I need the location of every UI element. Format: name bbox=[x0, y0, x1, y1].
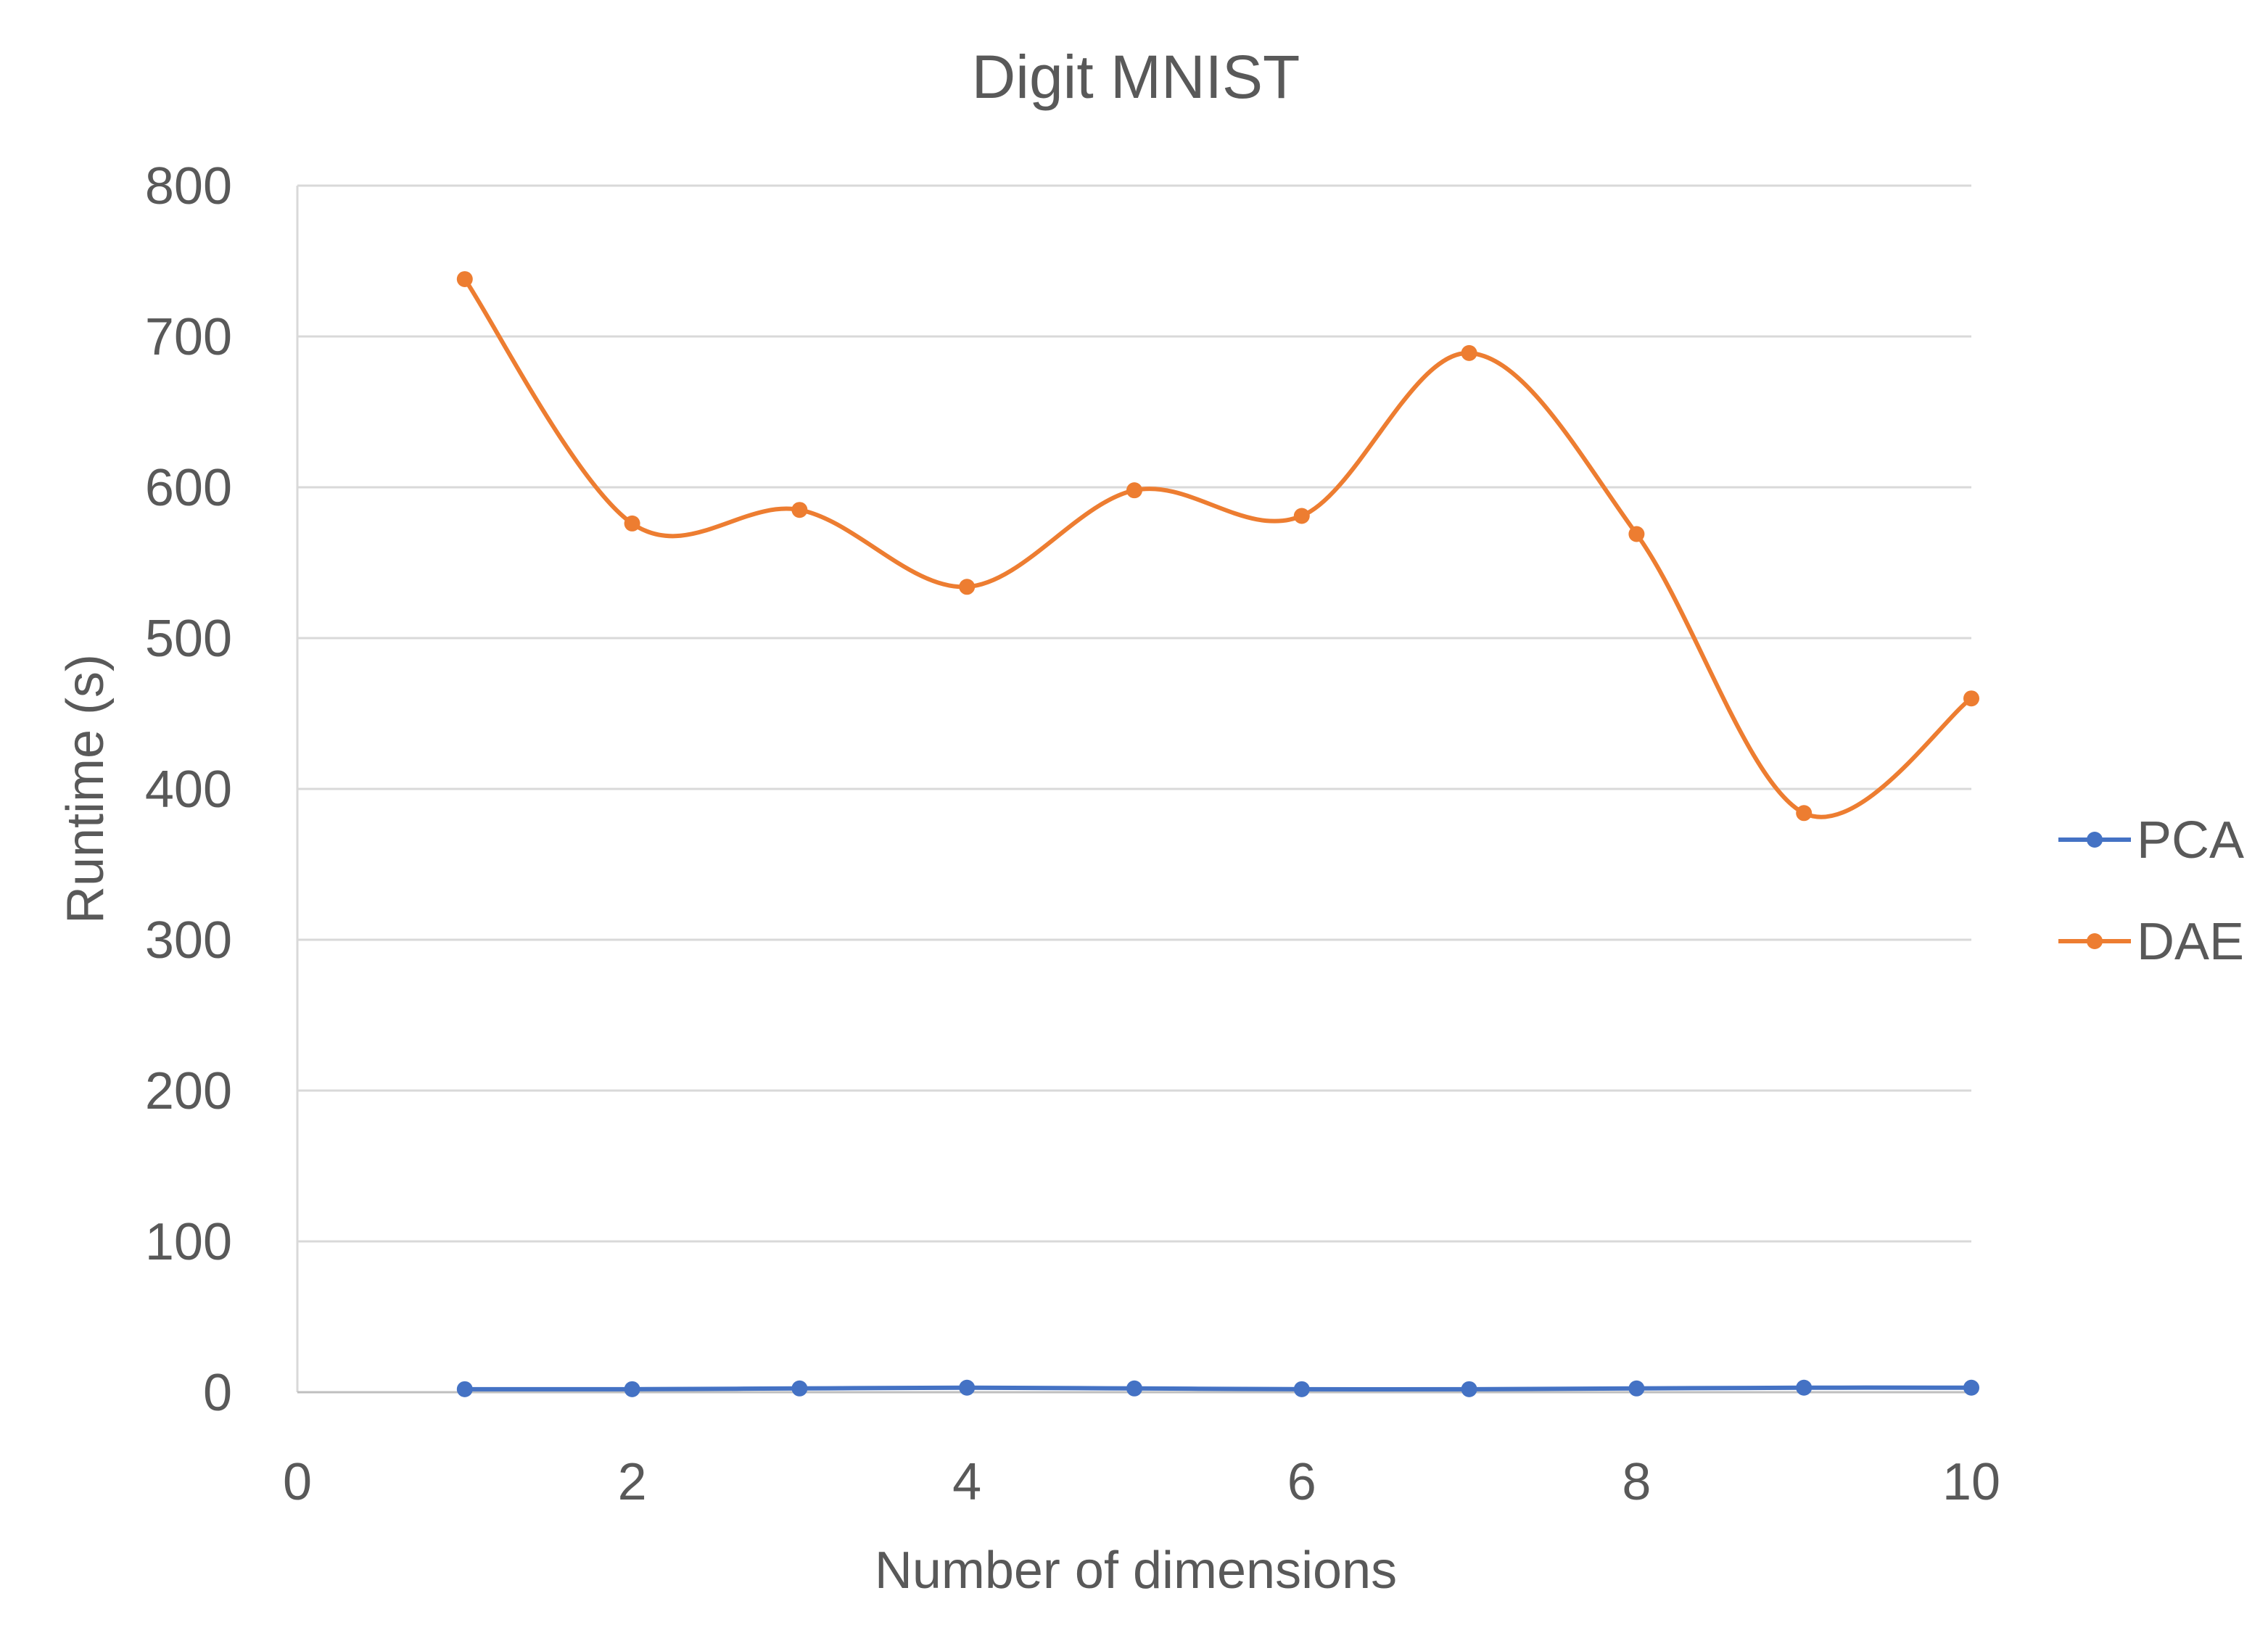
series-lines bbox=[456, 270, 1979, 1397]
chart-title: Digit MNIST bbox=[972, 43, 1300, 111]
legend: PCA DAE bbox=[2058, 811, 2244, 971]
y-tick-label: 300 bbox=[145, 911, 232, 969]
y-axis-title: Runtime (s) bbox=[57, 654, 115, 924]
x-tick-label: 2 bbox=[618, 1453, 647, 1511]
x-tick-labels: 0 2 4 6 8 10 bbox=[283, 1453, 2000, 1511]
data-point-pca bbox=[1126, 1380, 1142, 1397]
x-axis-title: Number of dimensions bbox=[875, 1542, 1397, 1600]
data-point-pca bbox=[1963, 1379, 1979, 1396]
data-point-dae bbox=[1963, 690, 1979, 707]
series-pca bbox=[456, 1379, 1979, 1397]
y-tick-label: 700 bbox=[145, 308, 232, 366]
data-point-dae bbox=[1126, 482, 1142, 499]
data-point-dae bbox=[1293, 508, 1310, 524]
data-point-pca bbox=[1293, 1381, 1310, 1397]
y-tick-label: 800 bbox=[145, 157, 232, 215]
x-tick-label: 8 bbox=[1622, 1453, 1651, 1511]
data-point-dae bbox=[1461, 344, 1477, 361]
data-point-dae bbox=[456, 270, 473, 287]
y-tick-label: 400 bbox=[145, 761, 232, 819]
series-dae bbox=[456, 270, 1979, 822]
data-point-dae bbox=[1628, 526, 1645, 542]
y-tick-label: 600 bbox=[145, 459, 232, 517]
data-point-pca bbox=[1628, 1380, 1645, 1397]
legend-item-dae: DAE bbox=[2058, 913, 2244, 971]
data-point-pca bbox=[959, 1379, 976, 1396]
legend-item-pca: PCA bbox=[2058, 811, 2244, 869]
legend-label-dae: DAE bbox=[2137, 913, 2244, 971]
data-point-dae bbox=[959, 579, 976, 595]
data-point-pca bbox=[624, 1381, 640, 1397]
data-point-pca bbox=[791, 1380, 808, 1397]
y-tick-label: 200 bbox=[145, 1062, 232, 1120]
x-tick-label: 4 bbox=[952, 1453, 981, 1511]
data-point-dae bbox=[791, 502, 808, 518]
data-point-pca bbox=[1461, 1381, 1477, 1397]
x-tick-label: 10 bbox=[1942, 1453, 2000, 1511]
series-line-pca bbox=[462, 1385, 1974, 1391]
data-point-pca bbox=[456, 1381, 473, 1397]
data-point-dae bbox=[624, 515, 640, 532]
y-tick-label: 100 bbox=[145, 1213, 232, 1271]
legend-label-pca: PCA bbox=[2137, 811, 2244, 869]
legend-marker-pca bbox=[2087, 832, 2103, 848]
data-point-dae bbox=[1796, 805, 1813, 822]
y-tick-label: 500 bbox=[145, 610, 232, 668]
y-tick-labels: 0 100 200 300 400 500 600 700 800 bbox=[145, 157, 232, 1422]
data-point-pca bbox=[1796, 1379, 1813, 1396]
x-tick-label: 0 bbox=[283, 1453, 312, 1511]
series-line-dae bbox=[462, 276, 1974, 819]
legend-marker-dae bbox=[2087, 933, 2103, 949]
x-tick-label: 6 bbox=[1287, 1453, 1316, 1511]
y-tick-label: 0 bbox=[203, 1364, 232, 1422]
